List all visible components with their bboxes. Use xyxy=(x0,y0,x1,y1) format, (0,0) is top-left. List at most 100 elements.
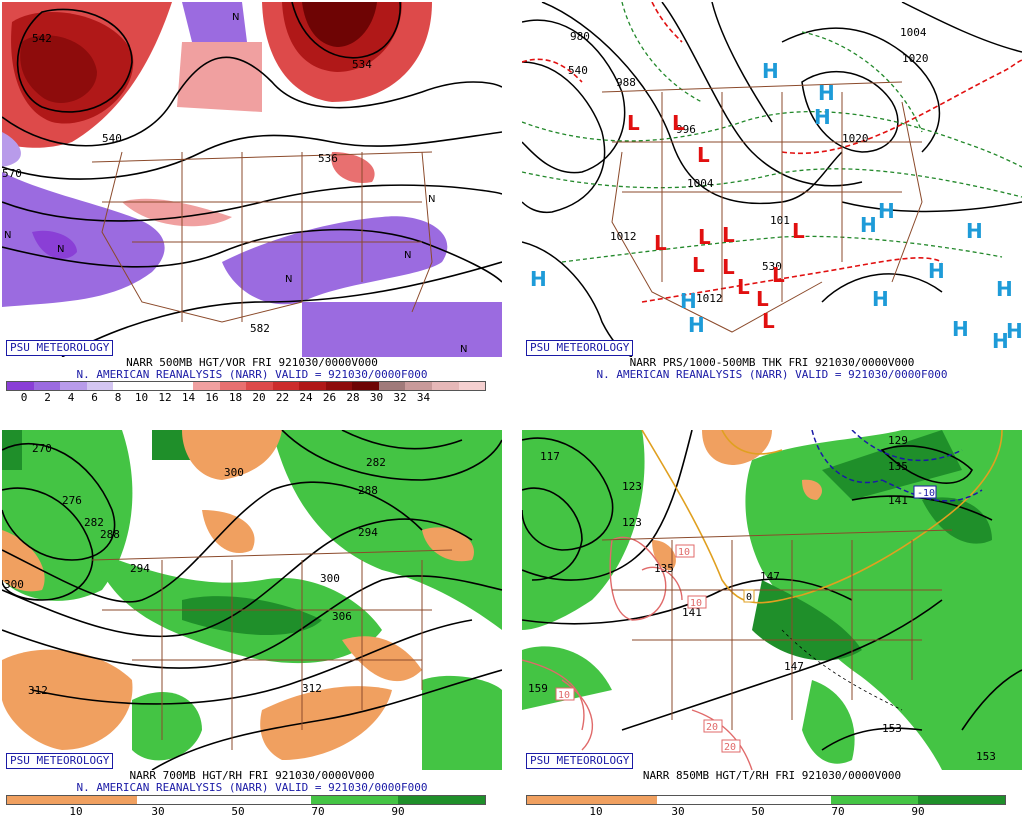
svg-text:H: H xyxy=(992,329,1009,353)
scale-swatch xyxy=(352,382,379,390)
svg-text:L: L xyxy=(762,309,775,333)
scale-swatch xyxy=(432,382,459,390)
scale-swatch xyxy=(50,796,94,804)
scale-swatch xyxy=(272,382,300,390)
scale-swatch xyxy=(267,796,312,804)
scale-tick-label: 70 xyxy=(311,805,325,818)
scale-swatch xyxy=(311,796,355,804)
svg-text:L: L xyxy=(672,111,685,135)
scale-swatch xyxy=(398,796,442,804)
scale-tick-label: 18 xyxy=(228,391,243,402)
scale-swatch xyxy=(325,382,353,390)
svg-text:288: 288 xyxy=(100,528,120,541)
scale-swatch xyxy=(787,796,832,804)
scale-swatch xyxy=(744,796,788,804)
panel-850mb-temp-rh: 117 123 123 135 141 147 159 129 135 141 … xyxy=(522,430,1022,830)
scale-swatch xyxy=(33,382,61,390)
svg-text:300: 300 xyxy=(224,466,244,479)
scale-swatch xyxy=(405,382,432,390)
svg-text:147: 147 xyxy=(784,660,804,673)
svg-text:H: H xyxy=(814,105,831,129)
svg-text:542: 542 xyxy=(32,32,52,45)
scale-swatch xyxy=(93,796,138,804)
scale-tick-label: 34 xyxy=(416,391,431,402)
svg-text:153: 153 xyxy=(882,722,902,735)
svg-text:H: H xyxy=(878,199,895,223)
map-850mb: 117 123 123 135 141 147 159 129 135 141 … xyxy=(522,430,1022,770)
svg-text:H: H xyxy=(818,81,835,105)
low-pressure-markers: L L L L L L L L L L L L L xyxy=(627,111,805,333)
svg-text:20: 20 xyxy=(724,742,736,753)
map-700mb: 270 276 282 288 294 300 306 312 300 282 … xyxy=(2,430,502,770)
svg-text:530: 530 xyxy=(762,260,782,273)
scale-swatch xyxy=(874,796,919,804)
svg-text:1020: 1020 xyxy=(842,132,869,145)
svg-text:141: 141 xyxy=(682,606,702,619)
scale-tick-label: 10 xyxy=(589,805,603,818)
svg-text:270: 270 xyxy=(32,442,52,455)
scale-swatch xyxy=(180,796,225,804)
svg-text:1004: 1004 xyxy=(687,177,714,190)
scale-swatch xyxy=(441,796,485,804)
scale-swatch xyxy=(961,796,1005,804)
scale-swatch xyxy=(7,796,51,804)
svg-text:N: N xyxy=(428,194,435,205)
scale-tick-label: 30 xyxy=(671,805,685,818)
svg-text:300: 300 xyxy=(4,578,24,591)
svg-text:1012: 1012 xyxy=(610,230,637,243)
svg-text:N: N xyxy=(57,244,64,255)
svg-text:123: 123 xyxy=(622,480,642,493)
svg-text:294: 294 xyxy=(130,562,150,575)
svg-text:117: 117 xyxy=(540,450,560,463)
scale-swatch xyxy=(918,796,962,804)
svg-text:282: 282 xyxy=(84,516,104,529)
svg-text:312: 312 xyxy=(302,682,322,695)
rh-scale-ticks: 10 30 50 70 90 xyxy=(2,805,502,818)
rh-color-scale xyxy=(6,795,486,805)
svg-text:0: 0 xyxy=(746,592,752,603)
scale-swatch xyxy=(192,382,220,390)
scale-tick-label: 90 xyxy=(391,805,405,818)
svg-text:H: H xyxy=(928,259,945,283)
svg-text:N: N xyxy=(460,344,467,355)
svg-text:1012: 1012 xyxy=(696,292,723,305)
svg-text:N: N xyxy=(404,250,411,261)
scale-swatch xyxy=(86,382,114,390)
scale-tick-label: 14 xyxy=(181,391,196,402)
scale-tick-label: 12 xyxy=(158,391,172,402)
svg-text:H: H xyxy=(762,59,779,83)
contour-labels: 542 534 540 570 536 582 xyxy=(2,32,372,335)
svg-text:135: 135 xyxy=(888,460,908,473)
scale-swatch xyxy=(166,382,193,390)
high-pressure-markers: H H H H H H H H H H H H H H H xyxy=(530,59,1022,353)
svg-text:20: 20 xyxy=(706,722,718,733)
svg-text:N: N xyxy=(4,230,11,241)
panel-title: NARR 850MB HGT/T/RH FRI 921030/0000V000 xyxy=(642,769,902,782)
svg-text:540: 540 xyxy=(102,132,122,145)
scale-tick-label: 30 xyxy=(151,805,165,818)
svg-text:1020: 1020 xyxy=(902,52,929,65)
panel-valid-time: N. AMERICAN REANALYSIS (NARR) VALID = 92… xyxy=(76,781,428,794)
scale-swatch xyxy=(570,796,614,804)
svg-text:H: H xyxy=(1006,319,1022,343)
svg-text:H: H xyxy=(996,277,1013,301)
panel-valid-time: N. AMERICAN REANALYSIS (NARR) VALID = 92… xyxy=(76,368,428,381)
scale-tick-label: 2 xyxy=(44,391,51,402)
scale-tick-label: 50 xyxy=(751,805,765,818)
svg-text:N: N xyxy=(232,12,239,23)
scale-swatch xyxy=(219,382,247,390)
scale-tick-label: 28 xyxy=(346,391,360,402)
svg-text:1004: 1004 xyxy=(900,26,927,39)
svg-text:L: L xyxy=(654,231,667,255)
svg-text:L: L xyxy=(698,225,711,249)
scale-swatch xyxy=(700,796,745,804)
scale-swatch xyxy=(60,382,87,390)
psu-meteorology-badge: PSU METEOROLOGY xyxy=(526,753,634,769)
svg-text:10: 10 xyxy=(690,598,702,609)
scale-swatch xyxy=(113,382,140,390)
scale-tick-label: 10 xyxy=(69,805,83,818)
scale-tick-label: 16 xyxy=(205,391,219,402)
svg-text:L: L xyxy=(627,111,640,135)
scale-tick-label: 22 xyxy=(275,391,290,402)
svg-text:L: L xyxy=(737,275,750,299)
